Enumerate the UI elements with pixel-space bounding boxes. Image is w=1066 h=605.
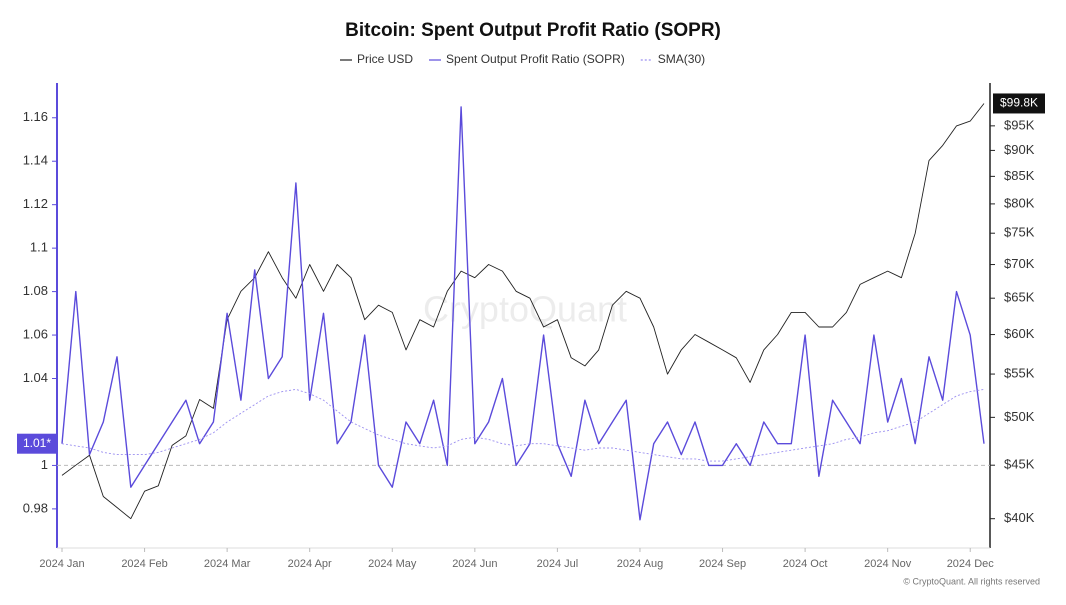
y-tick-label: 1.04: [23, 370, 48, 385]
current-value-box: [993, 93, 1045, 114]
x-tick-label: 2024 Oct: [783, 558, 828, 570]
y-tick-label: 1.14: [23, 153, 48, 168]
y2-tick-label: $55K: [1004, 366, 1035, 381]
x-tick-label: 2024 Mar: [204, 558, 251, 570]
legend-label: Spent Output Profit Ratio (SOPR): [446, 52, 625, 66]
x-tick-label: 2024 Jun: [452, 558, 497, 570]
series-line: [61, 106, 985, 521]
y2-tick-label: $50K: [1004, 409, 1035, 424]
source: © CryptoQuant. All rights reserved: [903, 576, 1040, 586]
x-tick-label: 2024 Apr: [288, 558, 332, 570]
y-tick-label: 1.16: [23, 109, 48, 124]
legend-label: Price USD: [357, 52, 413, 66]
x-tick-label: 2024 Nov: [864, 558, 912, 570]
x-tick-label: 2024 Sep: [699, 558, 746, 570]
y-tick-label: 1.1: [30, 240, 48, 255]
x-tick-label: 2024 Dec: [947, 558, 995, 570]
current-value-label: $99.8K: [1000, 96, 1038, 110]
y2-tick-label: $85K: [1004, 168, 1035, 183]
x-tick-label: 2024 May: [368, 558, 417, 570]
x-tick-label: 2024 Aug: [617, 558, 664, 570]
series-line: [61, 103, 985, 520]
current-value-box: [17, 433, 57, 454]
y-tick-label: 0.98: [23, 500, 48, 515]
legend-label: SMA(30): [658, 52, 705, 66]
y2-tick-label: $60K: [1004, 326, 1035, 341]
y-tick-label: 1.08: [23, 283, 48, 298]
legend: Price USD Spent Output Profit Ratio (SOPR…: [340, 52, 705, 66]
y2-tick-label: $70K: [1004, 256, 1035, 271]
y2-tick-label: $80K: [1004, 195, 1035, 210]
x-tick-label: 2024 Feb: [121, 558, 167, 570]
y-tick-label: 1.12: [23, 196, 48, 211]
y2-tick-label: $40K: [1004, 510, 1035, 525]
x-tick-label: 2024 Jan: [39, 558, 84, 570]
y2-tick-label: $45K: [1004, 457, 1035, 472]
series-line: [61, 388, 985, 462]
y2-tick-label: $75K: [1004, 225, 1035, 240]
x-tick-label: 2024 Jul: [537, 558, 579, 570]
chart-title: Bitcoin: Spent Output Profit Ratio (SOPR…: [345, 20, 721, 41]
y2-tick-label: $90K: [1004, 142, 1035, 157]
y-tick-label: 1.06: [23, 326, 48, 341]
y2-tick-label: $95K: [1004, 117, 1035, 132]
y2-tick-label: $65K: [1004, 290, 1035, 305]
current-value-label: 1.01*: [23, 436, 51, 450]
y-tick-label: 1: [41, 457, 48, 472]
